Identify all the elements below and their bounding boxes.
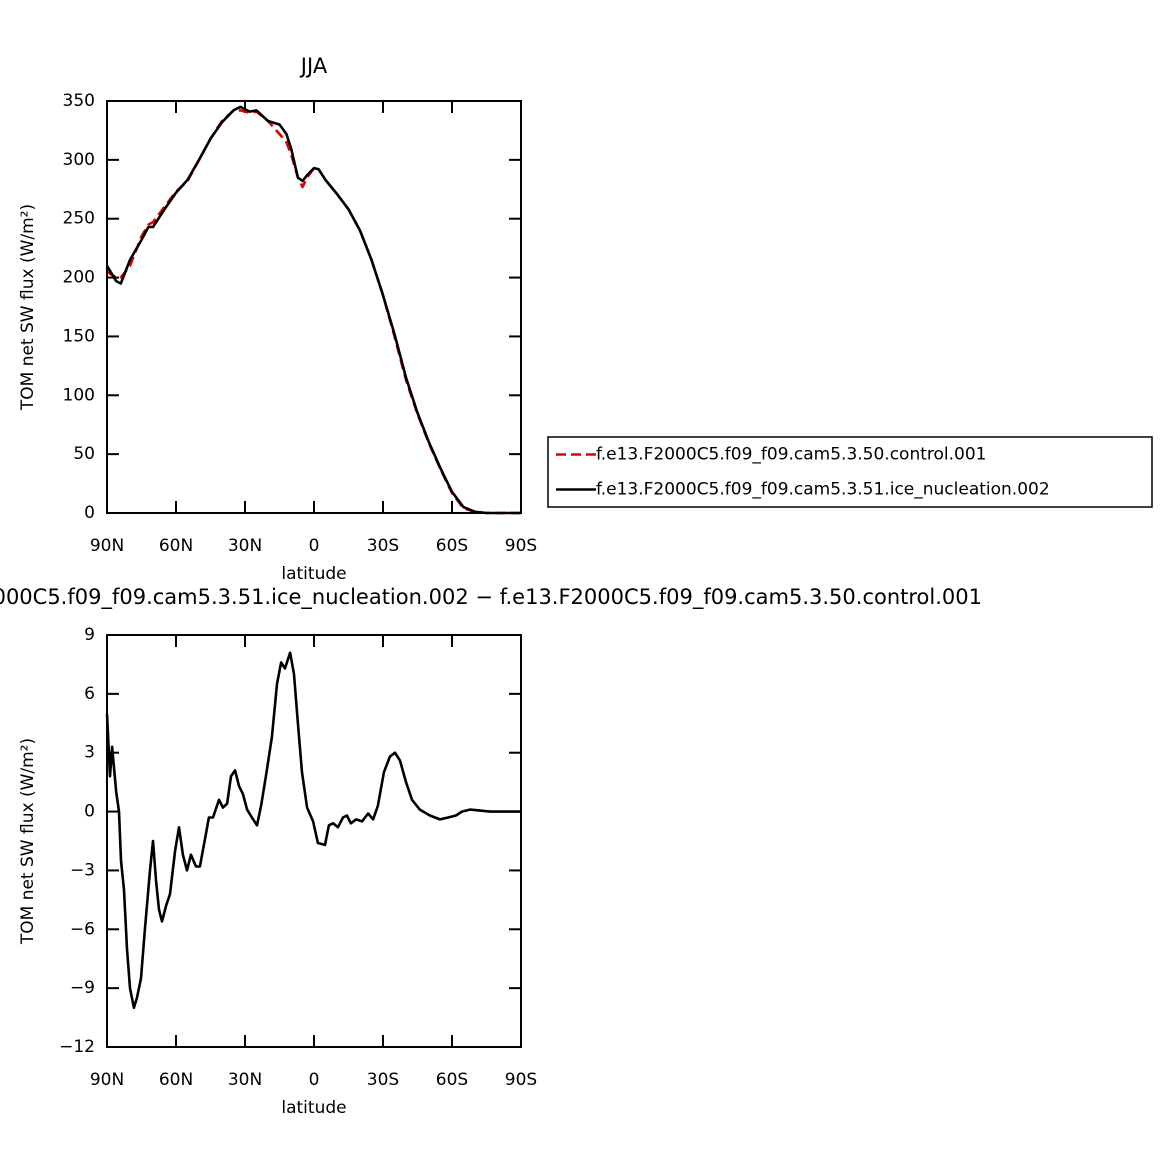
y-tick-label: −12 — [59, 1037, 95, 1057]
x-tick-label: 0 — [309, 1070, 320, 1090]
chart-title: f.e13.F2000C5.f09_f09.cam5.3.51.ice_nucl… — [0, 585, 982, 610]
plot-frame — [106, 634, 522, 1048]
y-tick-label: −6 — [70, 919, 95, 939]
y-tick-label: 0 — [84, 802, 95, 822]
x-axis-label: latitude — [281, 564, 346, 584]
legend-label: f.e13.F2000C5.f09_f09.cam5.3.51.ice_nucl… — [596, 480, 1050, 500]
y-tick-label: 100 — [63, 385, 95, 405]
legend-box — [547, 436, 1153, 508]
x-tick-label: 30N — [228, 536, 262, 556]
y-tick-label: −3 — [70, 860, 95, 880]
y-tick-label: 6 — [84, 684, 95, 704]
data-line — [105, 105, 521, 515]
y-tick-label: 200 — [63, 268, 95, 288]
x-tick-label: 60S — [436, 536, 468, 556]
y-axis-label: TOM net SW flux (W/m²) — [18, 204, 38, 411]
y-tick-label: 0 — [84, 503, 95, 523]
y-tick-label: 3 — [84, 743, 95, 763]
x-tick-label: 60N — [159, 1070, 193, 1090]
x-axis-label: latitude — [281, 1098, 346, 1118]
x-tick-label: 60N — [159, 536, 193, 556]
x-tick-label: 90S — [505, 536, 537, 556]
chart-title: JJA — [299, 54, 328, 78]
y-tick-label: 250 — [63, 209, 95, 229]
data-line — [105, 651, 521, 1010]
y-tick-label: 9 — [84, 625, 95, 645]
y-tick-label: 350 — [63, 91, 95, 111]
legend-label: f.e13.F2000C5.f09_f09.cam5.3.50.control.… — [596, 445, 987, 465]
plot-frame — [106, 100, 522, 514]
x-tick-label: 90N — [90, 1070, 124, 1090]
x-tick-label: 0 — [309, 536, 320, 556]
y-tick-label: 300 — [63, 150, 95, 170]
x-tick-label: 90N — [90, 536, 124, 556]
x-tick-label: 30N — [228, 1070, 262, 1090]
y-tick-label: −9 — [70, 978, 95, 998]
x-tick-label: 30S — [367, 1070, 399, 1090]
x-tick-label: 30S — [367, 536, 399, 556]
y-tick-label: 150 — [63, 326, 95, 346]
data-line — [106, 109, 521, 515]
x-tick-label: 90S — [505, 1070, 537, 1090]
y-tick-label: 50 — [73, 444, 95, 464]
x-tick-label: 60S — [436, 1070, 468, 1090]
y-axis-label: TOM net SW flux (W/m²) — [18, 738, 38, 945]
